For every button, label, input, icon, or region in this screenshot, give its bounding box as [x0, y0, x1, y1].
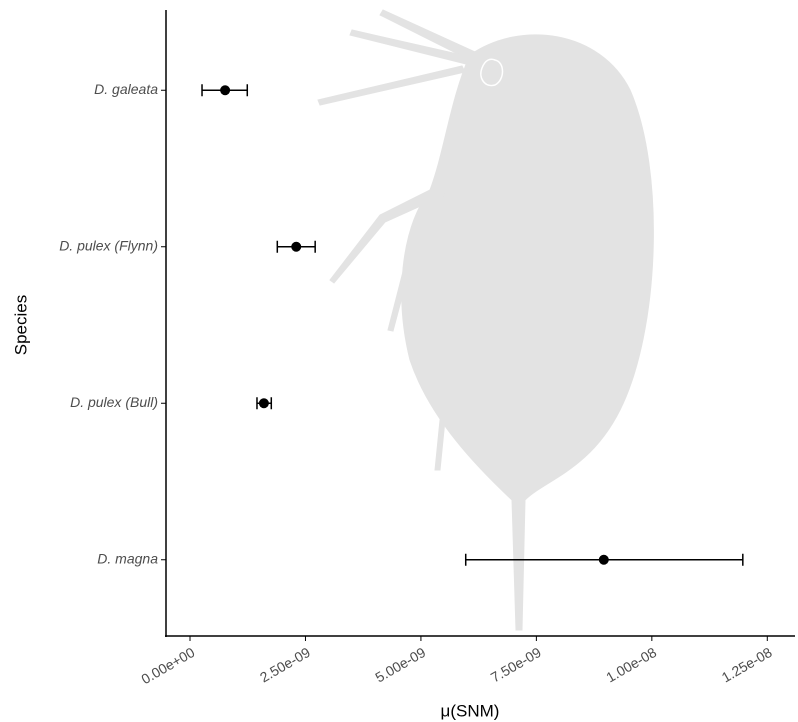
x-tick-label: 5.00e-09 [372, 644, 428, 686]
x-tick-label: 1.00e-08 [603, 644, 659, 686]
daphnia-silhouette [317, 9, 654, 631]
x-axis-title: μ(SNM) [441, 701, 500, 720]
y-tick-label: D. galeata [94, 81, 158, 97]
point [220, 85, 231, 96]
x-tick-label: 7.50e-09 [488, 644, 544, 686]
point [258, 398, 269, 409]
y-axis-title: Species [11, 295, 30, 355]
x-tick-label: 0.00e+00 [138, 644, 197, 687]
x-tick-label: 2.50e-09 [257, 644, 313, 686]
y-tick-label: D. pulex (Bull) [70, 394, 158, 410]
point [598, 554, 609, 565]
y-tick-label: D. pulex (Flynn) [59, 237, 158, 253]
x-tick-label: 1.25e-08 [719, 644, 775, 686]
y-tick-label: D. magna [97, 550, 158, 566]
point [291, 241, 302, 252]
